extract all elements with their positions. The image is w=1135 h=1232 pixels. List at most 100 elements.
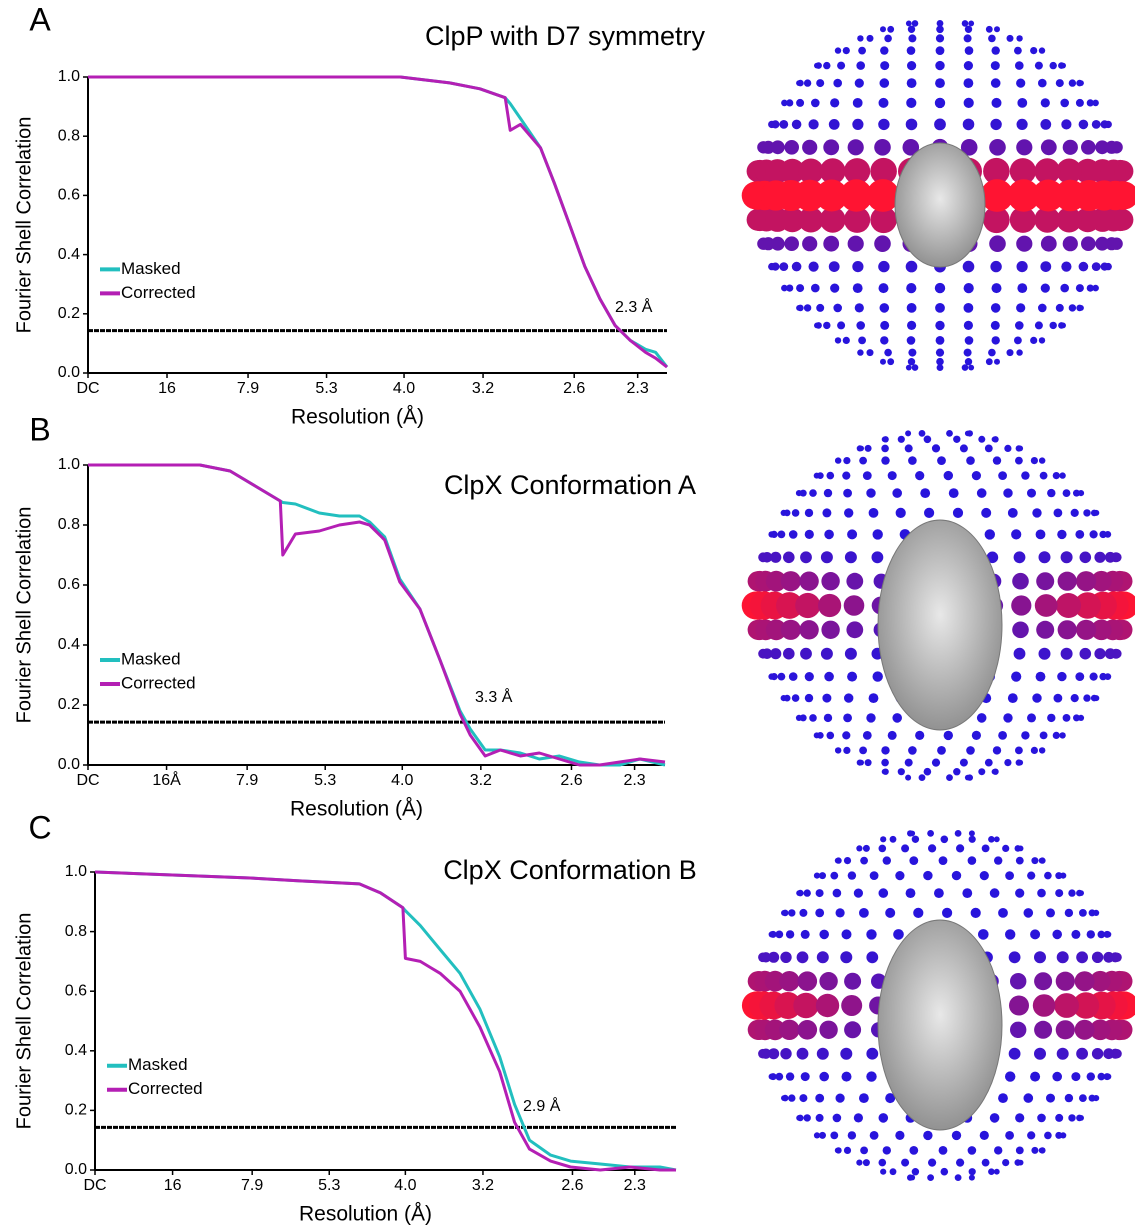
sphere-dot: [928, 1159, 936, 1167]
sphere-dot: [845, 551, 857, 563]
sphere-dot: [990, 119, 1001, 130]
sphere-dot: [878, 119, 889, 130]
sphere-dot: [1039, 551, 1051, 563]
sphere-dot: [905, 759, 913, 767]
sphere-dot: [880, 26, 886, 32]
sphere-dot: [843, 747, 850, 754]
sphere-dot: [836, 908, 845, 917]
sphere-dot: [980, 871, 989, 880]
sphere-dot: [1081, 236, 1096, 251]
sphere-dot: [1040, 472, 1048, 480]
y-tick-label: 0.2: [65, 1102, 87, 1119]
sphere-dot: [824, 714, 832, 722]
sphere-dot: [1076, 620, 1096, 640]
sphere-dot: [1015, 321, 1024, 330]
sphere-dot: [960, 444, 968, 452]
sphere-dot: [1012, 573, 1029, 590]
y-tick-label: 1.0: [58, 456, 80, 473]
sphere-dot: [880, 61, 889, 70]
y-axis-label: Fourier Shell Correlation: [13, 507, 35, 724]
sphere-dot: [818, 594, 841, 617]
sphere-dot: [827, 732, 835, 740]
sphere-dot: [1030, 337, 1037, 344]
sphere-dot: [771, 237, 785, 251]
sphere-dot: [827, 472, 835, 480]
sphere-dot: [1046, 908, 1055, 917]
sphere-dot: [786, 930, 794, 938]
x-tick-label: 7.9: [241, 1177, 263, 1194]
sphere-dot: [978, 768, 985, 775]
sphere-dot: [1040, 119, 1051, 130]
sphere-dot: [863, 1159, 870, 1166]
sphere-dot: [939, 1146, 948, 1155]
sphere-dot: [781, 620, 801, 640]
sphere-dot: [994, 836, 1000, 842]
sphere-dot: [1031, 857, 1038, 864]
sphere-dot: [842, 1072, 852, 1082]
sphere-dot: [817, 472, 824, 479]
sphere-dot: [907, 321, 916, 330]
sphere-dot: [994, 856, 1002, 864]
sphere-dot: [1081, 140, 1096, 155]
sphere-dot: [1008, 508, 1018, 518]
sphere-dot: [798, 971, 818, 991]
sphere-dot: [968, 1146, 977, 1155]
sphere-dot: [1075, 672, 1084, 681]
sphere-dot: [912, 364, 919, 371]
sphere-dot: [1015, 889, 1024, 898]
sphere-dot: [915, 471, 924, 480]
sphere-dot: [964, 78, 974, 88]
sphere-dot: [852, 261, 863, 272]
x-tick-label: 2.6: [563, 380, 585, 397]
sphere-dot: [1075, 971, 1095, 991]
sphere-dot: [969, 830, 975, 836]
sphere-dot: [1039, 337, 1045, 343]
sphere-dot: [1011, 672, 1021, 682]
sphere-dot: [971, 908, 981, 918]
sphere-dot: [842, 731, 850, 739]
sphere-dot: [770, 552, 781, 563]
sphere-dot: [1034, 951, 1046, 963]
sphere-dot: [1056, 304, 1064, 312]
sphere-dot: [859, 457, 867, 465]
y-tick-label: 0.2: [58, 696, 80, 713]
x-tick-label: 2.6: [561, 1177, 583, 1194]
sphere-dot: [907, 46, 916, 55]
sphere-dot: [962, 364, 969, 371]
sphere-dot: [998, 1093, 1008, 1103]
sphere-dot: [906, 888, 916, 898]
panel-label: C: [28, 809, 51, 845]
sphere-dot: [1003, 713, 1012, 722]
sphere-dot: [1098, 931, 1106, 939]
sphere-dot: [1101, 263, 1109, 271]
sphere-dot: [1002, 1159, 1009, 1166]
sphere-dot: [1105, 648, 1116, 659]
sphere-dot: [988, 349, 996, 357]
sphere-dot: [779, 120, 788, 129]
sphere-dot: [965, 26, 972, 33]
sphere-dot: [1091, 695, 1098, 702]
sphere-dot: [1015, 457, 1023, 465]
sphere-dot: [821, 621, 839, 639]
sphere-dot: [858, 47, 866, 55]
sphere-dot: [1087, 99, 1094, 106]
sphere-dot: [939, 856, 948, 865]
sphere-dot: [1033, 994, 1056, 1017]
sphere-dot: [969, 836, 976, 843]
sphere-dot: [844, 508, 853, 517]
sphere-dot: [799, 909, 807, 917]
y-tick-label: 0.8: [58, 127, 80, 144]
sphere-dot: [906, 119, 918, 131]
sphere-dot: [963, 261, 975, 273]
sphere-dot: [824, 530, 834, 540]
sphere-dot: [786, 99, 793, 106]
sphere-dot: [1015, 747, 1023, 755]
sphere-dot: [1034, 972, 1052, 990]
sphere-dot: [782, 1095, 789, 1102]
angular-distribution: [742, 430, 1135, 781]
panel-label: B: [29, 411, 50, 447]
sphere-dot: [969, 1168, 976, 1175]
sphere-dot: [941, 1168, 949, 1176]
sphere-dot: [915, 731, 924, 740]
sphere-dot: [935, 321, 944, 330]
